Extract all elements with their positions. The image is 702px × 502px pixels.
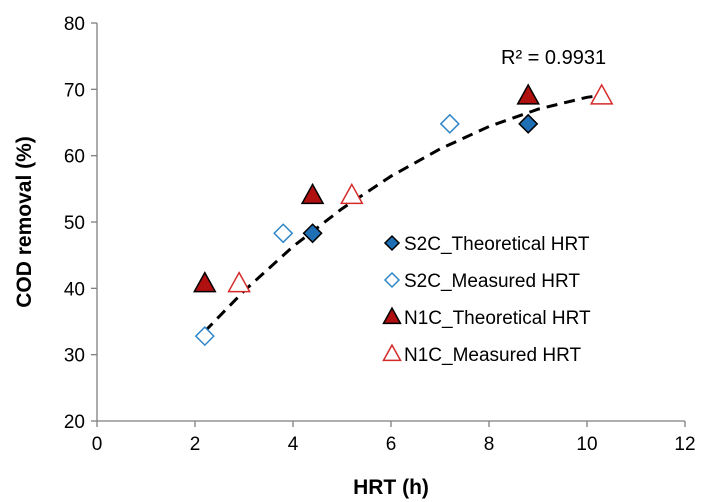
- legend-label: N1C_Measured HRT: [404, 345, 581, 366]
- legend-triangle-open-icon: [382, 343, 402, 362]
- triangle-point-open: [227, 271, 251, 293]
- trendline: [203, 93, 602, 333]
- x-tick-label: 2: [190, 434, 201, 455]
- y-axis-title: COD removal (%): [13, 136, 36, 308]
- x-tick-label: 12: [674, 434, 695, 455]
- x-tick-label: 0: [92, 434, 103, 455]
- x-tick-label: 10: [576, 434, 597, 455]
- legend: S2C_Theoretical HRT S2C_Measured HRT N1C_T…: [382, 234, 591, 366]
- data-points: [193, 83, 614, 347]
- y-tick-label: 80: [64, 14, 85, 35]
- x-tick-label: 8: [484, 434, 495, 455]
- legend-label: N1C_Theoretical HRT: [404, 308, 591, 329]
- legend-label: S2C_Theoretical HRT: [404, 234, 590, 255]
- trendline-group: [203, 93, 602, 333]
- triangle-point-open: [340, 182, 364, 205]
- legend-diamond-filled-icon: [383, 234, 401, 252]
- triangle-point-filled: [300, 182, 325, 205]
- y-tick-label: 30: [64, 346, 85, 367]
- y-tick-label: 50: [64, 213, 85, 234]
- legend-diamond-open-icon: [383, 271, 401, 289]
- x-axis-title: HRT (h): [353, 476, 429, 499]
- y-tick-label: 70: [64, 80, 85, 101]
- diamond-point-filled: [518, 113, 539, 134]
- y-tick-label: 20: [64, 412, 85, 433]
- x-tick-label: 4: [288, 434, 299, 455]
- diamond-point-open: [273, 223, 294, 244]
- diamond-point-filled: [302, 223, 323, 244]
- legend-label: S2C_Measured HRT: [404, 271, 580, 292]
- y-tick-label: 40: [64, 279, 85, 300]
- ticks: 0 2 4 6 8 10 12 20 30 40 50 60 70 80: [64, 14, 696, 455]
- triangle-point-open: [589, 83, 614, 105]
- diamond-point-open: [439, 113, 460, 134]
- triangle-point-filled: [193, 271, 217, 293]
- r-squared-annotation: R² = 0.9931: [501, 47, 606, 69]
- legend-triangle-filled-icon: [382, 306, 402, 325]
- y-tick-label: 60: [64, 147, 85, 168]
- diamond-point-open: [194, 326, 215, 347]
- x-tick-label: 6: [386, 434, 397, 455]
- axes: [96, 23, 685, 422]
- triangle-point-filled: [516, 83, 540, 105]
